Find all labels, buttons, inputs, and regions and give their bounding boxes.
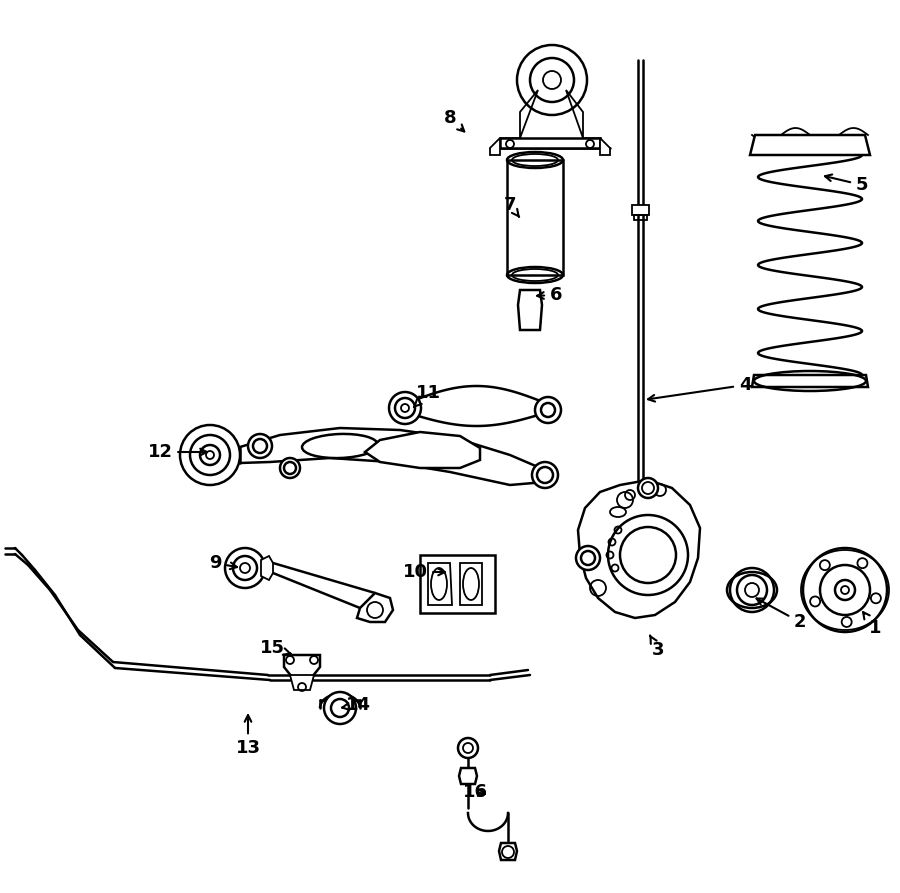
Text: 5: 5	[825, 174, 868, 194]
Ellipse shape	[302, 434, 378, 458]
Text: 10: 10	[402, 563, 445, 581]
Circle shape	[730, 568, 774, 612]
Polygon shape	[290, 675, 314, 690]
Polygon shape	[284, 655, 320, 677]
Polygon shape	[261, 556, 273, 580]
Text: 12: 12	[148, 443, 207, 461]
Text: 11: 11	[414, 384, 440, 407]
Circle shape	[608, 515, 688, 595]
Circle shape	[248, 434, 272, 458]
Text: 16: 16	[463, 783, 488, 801]
Polygon shape	[578, 480, 700, 618]
Text: 9: 9	[209, 554, 237, 572]
Polygon shape	[518, 290, 542, 330]
Circle shape	[280, 458, 300, 478]
Polygon shape	[490, 138, 500, 155]
Polygon shape	[752, 375, 868, 387]
Text: 14: 14	[342, 696, 371, 714]
Circle shape	[627, 516, 655, 544]
Polygon shape	[632, 205, 649, 215]
Text: 1: 1	[863, 612, 881, 637]
Polygon shape	[600, 138, 610, 155]
Polygon shape	[420, 555, 495, 613]
Circle shape	[180, 425, 240, 485]
Circle shape	[225, 548, 265, 588]
Polygon shape	[428, 563, 452, 605]
Polygon shape	[459, 768, 477, 784]
Circle shape	[517, 45, 587, 115]
Circle shape	[803, 548, 887, 632]
Circle shape	[389, 392, 421, 424]
Text: 8: 8	[444, 109, 464, 131]
Text: 2: 2	[757, 598, 806, 631]
Circle shape	[576, 546, 600, 570]
Circle shape	[324, 692, 356, 724]
Circle shape	[532, 462, 558, 488]
Text: 4: 4	[648, 376, 752, 402]
Text: 7: 7	[504, 196, 519, 217]
Ellipse shape	[402, 443, 478, 467]
Text: 15: 15	[259, 639, 291, 657]
Polygon shape	[365, 432, 480, 468]
Polygon shape	[499, 843, 517, 860]
Circle shape	[535, 397, 561, 423]
Circle shape	[458, 738, 478, 758]
Text: 6: 6	[537, 286, 562, 304]
Polygon shape	[507, 160, 563, 275]
Polygon shape	[500, 138, 600, 148]
Polygon shape	[460, 563, 482, 605]
Text: 3: 3	[650, 636, 664, 659]
Polygon shape	[750, 135, 870, 155]
Polygon shape	[357, 593, 393, 622]
Circle shape	[638, 478, 658, 498]
Text: 13: 13	[236, 715, 260, 757]
